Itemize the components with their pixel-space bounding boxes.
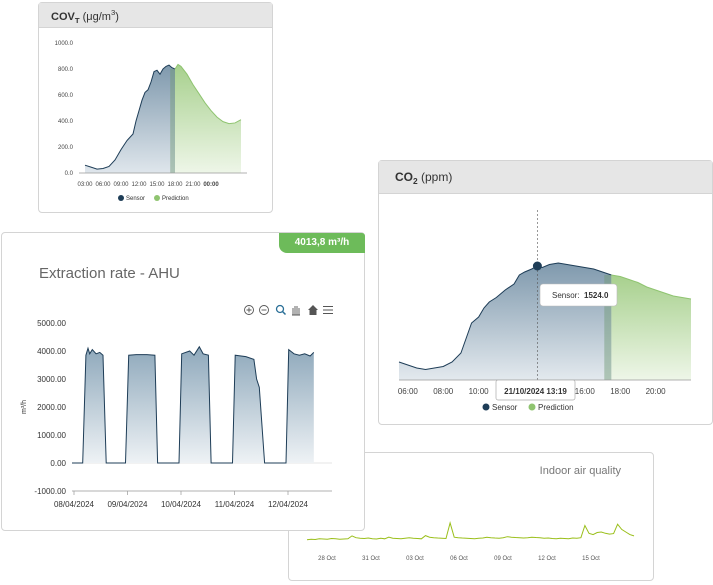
cov-y-tick-label: 800.0 xyxy=(58,67,74,73)
menu-icon[interactable] xyxy=(323,305,333,315)
co2-title-main: CO xyxy=(395,170,413,184)
co2-card-header: CO2 (ppm) xyxy=(379,161,712,194)
cov-legend-sensor-label: Sensor xyxy=(126,196,145,202)
co2-legend-sensor-marker xyxy=(482,403,490,411)
co2-x-tick-label: 16:00 xyxy=(575,387,596,396)
cov-x-tick-label: 21:00 xyxy=(185,182,201,188)
co2-sensor-line xyxy=(398,262,612,371)
co2-legend-sensor-label: Sensor xyxy=(492,403,518,412)
co2-crosshair-label: 21/10/2024 13:19 xyxy=(504,387,567,396)
extraction-x-tick-label: 11/04/2024 xyxy=(215,500,255,509)
air-quality-x-tick-label: 15 Oct xyxy=(582,556,600,562)
extraction-rate-badge: 4013,8 m³/h xyxy=(279,233,365,253)
cov-y-tick-label: 400.0 xyxy=(58,119,74,125)
co2-sensor-area xyxy=(399,263,612,380)
cov-card-header: COVT (μg/m3) xyxy=(39,3,272,28)
extraction-area xyxy=(72,346,314,463)
cov-x-tick-label: 12:00 xyxy=(131,182,147,188)
extraction-y-tick-label: 2000.00 xyxy=(37,403,66,412)
co2-legend-prediction-label: Prediction xyxy=(538,403,574,412)
extraction-y-tick-label: 0.00 xyxy=(50,459,66,468)
co2-tooltip-label: Sensor: xyxy=(552,291,580,300)
co2-now-band xyxy=(604,275,612,380)
air-quality-x-tick-label: 31 Oct xyxy=(362,556,380,562)
extraction-x-tick-label: 12/04/2024 xyxy=(268,500,309,509)
cov-sensor-line xyxy=(84,64,176,170)
co2-crosshair-label-box xyxy=(495,379,576,401)
extraction-y-tick-label: 3000.00 xyxy=(37,375,66,384)
cov-now-band xyxy=(170,69,175,173)
cov-x-tick-label: 06:00 xyxy=(95,182,111,188)
cov-title-sub: T xyxy=(74,16,80,25)
co2-prediction-line xyxy=(611,274,692,300)
cov-y-tick-label: 1000.0 xyxy=(55,41,74,47)
air-quality-x-tick-label: 06 Oct xyxy=(450,556,468,562)
co2-x-tick-label: 10:00 xyxy=(469,387,490,396)
cov-x-tick-label: 00:00 xyxy=(203,182,219,188)
co2-hover-point[interactable] xyxy=(532,261,542,271)
co2-x-tick-label: 08:00 xyxy=(433,387,454,396)
extraction-y-axis-label: m³/h xyxy=(21,400,28,414)
cov-y-tick-label: 600.0 xyxy=(58,93,74,99)
cov-y-tick-label: 0.0 xyxy=(65,171,74,177)
co2-tooltip-box xyxy=(539,283,618,307)
extraction-y-tick-label: 1000.00 xyxy=(37,431,66,440)
co2-title-sub: 2 xyxy=(413,176,418,186)
co2-x-tick-label: 20:00 xyxy=(646,387,667,396)
cov-y-tick-label: 200.0 xyxy=(58,145,74,151)
co2-title-unit: (ppm) xyxy=(421,170,453,184)
extraction-x-tick-label: 08/04/2024 xyxy=(54,500,95,509)
cov-x-tick-label: 03:00 xyxy=(77,182,93,188)
co2-prediction-area xyxy=(611,275,691,380)
air-quality-x-tick-label: 12 Oct xyxy=(538,556,556,562)
extraction-rate-chart: m³/h 5000.00 4000.00 3000.00 2000.00 1000.00 0… xyxy=(21,304,333,509)
cov-title-unit: (μg/m3) xyxy=(82,8,119,23)
extraction-line xyxy=(72,345,315,464)
co2-legend-prediction-marker xyxy=(528,403,536,411)
cov-prediction-line xyxy=(174,63,242,125)
co2-x-tick-label: 06:00 xyxy=(398,387,419,396)
cov-x-tick-label: 09:00 xyxy=(113,182,129,188)
extraction-rate-card: 4013,8 m³/h Extraction rate - AHU m³/h 50… xyxy=(1,232,365,531)
cov-legend-sensor-marker xyxy=(118,195,124,201)
cov-title-main: COV xyxy=(51,11,75,23)
extraction-y-tick-label: -1000.00 xyxy=(34,487,66,496)
extraction-x-tick-label: 10/04/2024 xyxy=(161,500,202,509)
co2-tooltip-value: 1524.0 xyxy=(584,291,609,300)
cov-chart-card: COVT (μg/m3) 0.0 200.0 400.0 600.0 800.0 1000… xyxy=(38,2,273,213)
extraction-rate-title: Extraction rate - AHU xyxy=(39,265,180,282)
cov-x-tick-label: 18:00 xyxy=(167,182,183,188)
air-quality-x-tick-label: 03 Oct xyxy=(406,556,424,562)
cov-legend-prediction-label: Prediction xyxy=(162,196,189,202)
cov-prediction-area xyxy=(175,64,241,173)
chart-toolbar xyxy=(244,304,333,316)
cov-x-tick-label: 15:00 xyxy=(149,182,165,188)
co2-chart-card: CO2 (ppm) 06:0008:0010:0012:0014:0016:00… xyxy=(378,160,713,425)
extraction-x-tick-label: 09/04/2024 xyxy=(107,500,148,509)
co2-x-tick-label: 18:00 xyxy=(610,387,631,396)
home-icon[interactable] xyxy=(308,305,318,315)
air-quality-chart: 28 Oct 31 Oct 03 Oct 06 Oct 09 Oct 12 Oct 15 O… xyxy=(306,521,635,562)
cov-legend-prediction-marker xyxy=(154,195,160,201)
cov-sensor-area xyxy=(85,65,175,173)
pan-icon[interactable] xyxy=(292,306,300,316)
magnify-icon[interactable] xyxy=(275,304,287,316)
zoom-in-icon[interactable] xyxy=(244,305,254,315)
zoom-out-icon[interactable] xyxy=(259,305,269,315)
air-quality-x-tick-label: 09 Oct xyxy=(494,556,512,562)
air-quality-line xyxy=(306,521,635,541)
extraction-y-tick-label: 4000.00 xyxy=(37,347,66,356)
co2-chart[interactable]: 06:0008:0010:0012:0014:0016:0018:0020:00… xyxy=(379,194,712,424)
air-quality-x-tick-label: 28 Oct xyxy=(318,556,336,562)
air-quality-title: Indoor air quality xyxy=(539,465,621,477)
extraction-y-tick-label: 5000.00 xyxy=(37,319,66,328)
